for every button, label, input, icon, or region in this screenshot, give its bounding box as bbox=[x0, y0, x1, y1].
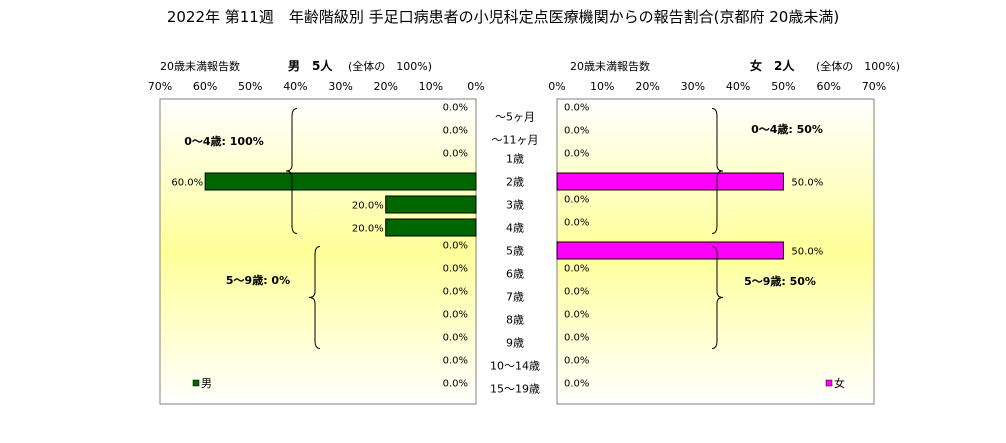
header-total: (全体の 100%) bbox=[816, 59, 900, 73]
category-label: 5歳 bbox=[506, 245, 524, 258]
x-tick-label: 20% bbox=[373, 80, 397, 93]
bar-男 bbox=[204, 172, 477, 191]
value-label: 0.0% bbox=[564, 333, 589, 344]
value-label: 0.0% bbox=[564, 264, 589, 275]
category-label: 4歳 bbox=[506, 222, 524, 235]
value-label: 60.0% bbox=[171, 178, 203, 189]
value-label: 20.0% bbox=[352, 224, 384, 235]
category-label: 8歳 bbox=[506, 314, 524, 327]
value-label: 0.0% bbox=[564, 126, 589, 137]
bar-男 bbox=[385, 218, 477, 237]
value-label: 0.0% bbox=[443, 310, 468, 321]
x-tick-label: 40% bbox=[726, 80, 750, 93]
group-label: 0～4歳: 100% bbox=[184, 134, 264, 148]
category-label: 1歳 bbox=[506, 153, 524, 166]
value-label: 0.0% bbox=[564, 195, 589, 206]
value-label: 0.0% bbox=[443, 103, 468, 114]
header-count: 男 5人 bbox=[288, 58, 333, 73]
bar-女 bbox=[556, 172, 784, 191]
group-brace bbox=[285, 108, 298, 234]
x-tick-label: 30% bbox=[681, 80, 705, 93]
value-label: 0.0% bbox=[564, 103, 589, 114]
value-label: 0.0% bbox=[564, 149, 589, 160]
category-label: 2歳 bbox=[506, 176, 524, 189]
category-label: ～5ヶ月 bbox=[495, 111, 535, 124]
value-label: 0.0% bbox=[443, 149, 468, 160]
header-label: 20歳未満報告数 bbox=[160, 60, 240, 73]
value-label: 0.0% bbox=[443, 241, 468, 252]
x-tick-label: 50% bbox=[238, 80, 262, 93]
x-tick-label: 40% bbox=[283, 80, 307, 93]
value-label: 0.0% bbox=[443, 287, 468, 298]
value-label: 0.0% bbox=[443, 333, 468, 344]
x-tick-label: 10% bbox=[590, 80, 614, 93]
value-label: 50.0% bbox=[791, 247, 823, 258]
value-label: 0.0% bbox=[564, 218, 589, 229]
category-label: 9歳 bbox=[506, 337, 524, 350]
value-label: 20.0% bbox=[352, 201, 384, 212]
x-tick-label: 70% bbox=[862, 80, 886, 93]
legend-swatch bbox=[192, 379, 200, 387]
value-label: 0.0% bbox=[564, 310, 589, 321]
x-tick-label: 50% bbox=[771, 80, 795, 93]
legend-swatch bbox=[825, 379, 833, 387]
x-tick-label: 60% bbox=[816, 80, 840, 93]
value-label: 0.0% bbox=[564, 379, 589, 390]
value-label: 0.0% bbox=[443, 126, 468, 137]
value-label: 0.0% bbox=[564, 356, 589, 367]
x-tick-label: 0% bbox=[548, 80, 565, 93]
category-label: 15～19歳 bbox=[490, 383, 540, 396]
category-label: 3歳 bbox=[506, 199, 524, 212]
group-label: 5～9歳: 50% bbox=[744, 274, 816, 288]
chart-title: 2022年 第11週 年齢階級別 手足口病患者の小児科定点医療機関からの報告割合… bbox=[167, 8, 839, 26]
legend-label: 男 bbox=[201, 377, 212, 390]
category-label: 6歳 bbox=[506, 268, 524, 281]
header-count: 女 2人 bbox=[750, 58, 795, 73]
x-tick-label: 20% bbox=[635, 80, 659, 93]
bar-女 bbox=[556, 241, 784, 260]
legend-label: 女 bbox=[834, 376, 845, 390]
value-label: 0.0% bbox=[564, 287, 589, 298]
x-tick-label: 60% bbox=[193, 80, 217, 93]
category-label: ～11ヶ月 bbox=[492, 134, 539, 147]
header-total: (全体の 100%) bbox=[348, 59, 432, 73]
x-tick-label: 70% bbox=[148, 80, 172, 93]
value-label: 0.0% bbox=[443, 379, 468, 390]
header-label: 20歳未満報告数 bbox=[570, 60, 650, 73]
group-brace bbox=[308, 246, 321, 349]
group-label: 0～4歳: 50% bbox=[751, 122, 823, 136]
category-label: 7歳 bbox=[506, 291, 524, 304]
value-label: 50.0% bbox=[791, 178, 823, 189]
bar-男 bbox=[385, 195, 477, 214]
group-brace bbox=[711, 246, 724, 349]
x-tick-label: 10% bbox=[419, 80, 443, 93]
plot-area-left bbox=[159, 98, 477, 405]
group-brace bbox=[711, 108, 724, 234]
value-label: 0.0% bbox=[443, 356, 468, 367]
category-label: 10～14歳 bbox=[490, 360, 540, 373]
x-tick-label: 0% bbox=[467, 80, 484, 93]
value-label: 0.0% bbox=[443, 264, 468, 275]
x-tick-label: 30% bbox=[328, 80, 352, 93]
group-label: 5～9歳: 0% bbox=[226, 273, 290, 287]
